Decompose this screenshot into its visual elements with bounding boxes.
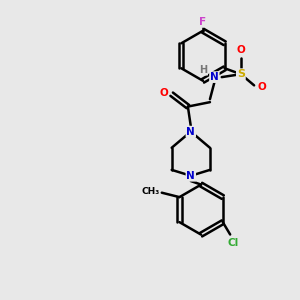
Text: N: N <box>186 171 195 181</box>
Text: CH₃: CH₃ <box>141 187 159 196</box>
Text: N: N <box>210 72 219 82</box>
Text: S: S <box>237 69 245 79</box>
Text: O: O <box>236 45 245 55</box>
Text: O: O <box>258 82 267 92</box>
Text: F: F <box>200 17 207 27</box>
Text: H: H <box>199 65 207 75</box>
Text: Cl: Cl <box>227 238 239 248</box>
Text: O: O <box>159 88 168 98</box>
Text: N: N <box>186 127 195 136</box>
